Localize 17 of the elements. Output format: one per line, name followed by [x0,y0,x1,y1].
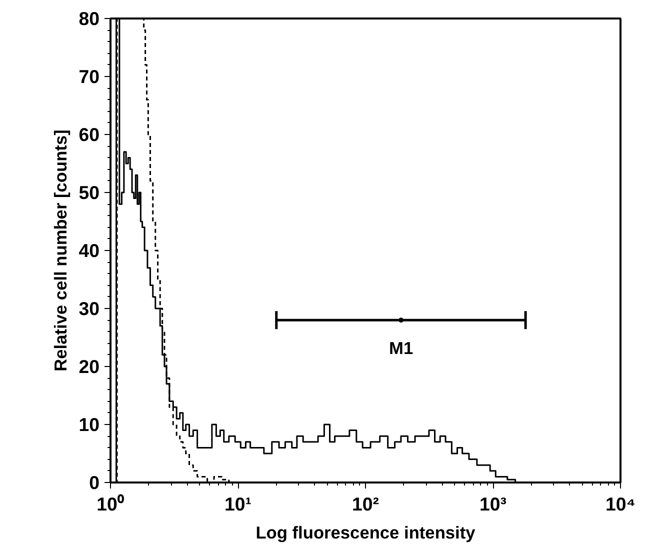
x-tick-label: 10¹ [224,494,252,514]
y-tick-label: 40 [78,240,100,261]
x-tick-label: 10³ [480,494,506,514]
y-tick-label: 20 [78,356,100,377]
y-tick-label: 30 [78,298,100,319]
x-tick-label: 10⁰ [96,494,124,514]
y-tick-label: 70 [78,66,100,87]
y-tick-label: 0 [89,472,100,493]
y-tick-label: 80 [78,8,100,29]
x-tick-label: 10⁴ [606,494,636,514]
y-tick-label: 10 [78,414,100,435]
y-tick-label: 50 [78,182,100,203]
y-axis-title: Relative cell number [counts] [50,130,71,372]
y-tick-label: 60 [78,124,100,145]
x-axis-title: Log fluorescence intensity [256,522,476,542]
annotation: M1 [389,338,414,358]
x-tick-label: 10² [352,494,379,514]
